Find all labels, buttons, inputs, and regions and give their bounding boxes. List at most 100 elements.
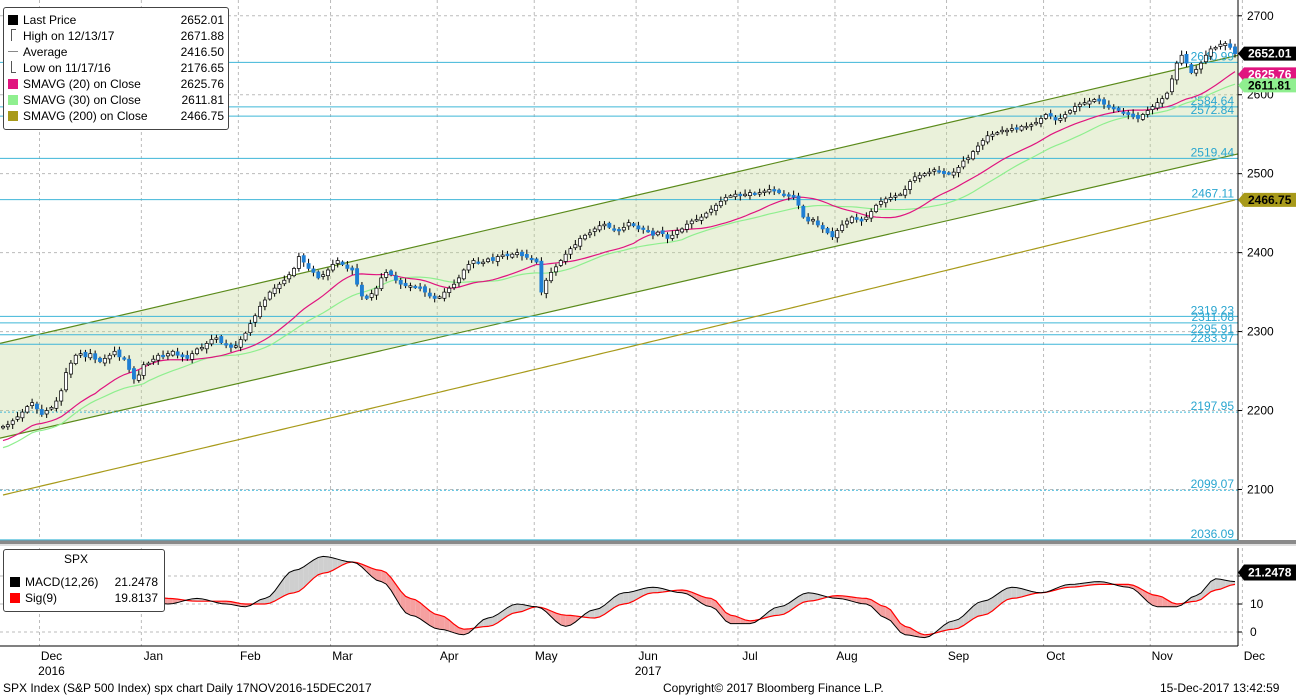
price-value-tag-label: 2466.75 [1248,193,1292,207]
candle-body [908,181,912,190]
macd-histogram-fill [1215,578,1221,590]
price-tick-label: 2100 [1247,482,1274,496]
macd-histogram-fill [303,563,309,588]
legend-label: Last Price [23,13,77,27]
month-label: May [535,649,558,663]
candle-body [985,135,990,143]
square-icon [10,577,20,587]
candle-body [539,260,544,293]
sma20-line [2,71,1236,442]
candle-body [68,362,73,375]
candle-body [466,264,471,271]
candle-body [937,170,942,173]
candle-body [238,339,243,348]
candle-body [655,231,660,236]
legend-value: 2625.76 [180,77,224,91]
month-label: Sep [948,649,970,663]
candle-body [393,275,398,281]
legend-label: Average [23,45,68,59]
candle-body [355,268,360,285]
square-icon [8,111,18,121]
macd-histogram-fill [376,569,382,582]
legend-value: 2611.81 [181,93,225,107]
candle-body [1179,54,1184,64]
candle-body [267,291,272,300]
candle-body [500,254,505,257]
price-value-tag-label: 2652.01 [1248,47,1292,61]
macd-histogram-fill [798,593,804,605]
candle-body [893,195,898,198]
candle-body [743,193,748,197]
macd-histogram-fill [769,608,775,617]
macd-histogram-fill [298,566,304,592]
candle-body [262,299,267,307]
candle-body [1213,47,1218,50]
candle-body [161,354,166,358]
macd-histogram-fill [1167,599,1172,607]
macd-histogram-fill [716,601,721,616]
horizontal-level-label: 2319.23 [1191,303,1235,317]
macd-histogram-fill [808,592,814,602]
legend-value: 19.8137 [114,591,158,605]
candle-body [1165,92,1170,99]
square-icon [8,95,18,105]
macd-histogram-fill [987,597,993,614]
candle-body [1208,48,1213,57]
candle-body [636,225,641,230]
legend-value: 21.2478 [114,575,158,589]
candle-body [141,364,146,376]
macd-histogram-fill [444,616,450,632]
legend-label: Low on 11/17/16 [23,61,111,75]
macd-histogram-fill [429,610,435,629]
candle-body [413,285,418,289]
candle-body [1087,100,1092,105]
price-tick-label: 2300 [1247,325,1274,339]
candle-body [146,362,151,366]
candle-body [898,193,903,197]
candle-body [534,258,539,263]
macd-histogram-fill [725,612,731,624]
macd-histogram-fill [1220,579,1226,590]
candle-body [335,260,340,264]
candle-body [583,234,587,240]
candle-body [767,189,772,193]
candle-body [888,197,893,200]
macd-histogram-fill [458,627,464,635]
candle-body [772,189,777,192]
horizontal-level-label: 2295.91 [1191,322,1235,336]
candle-body [830,231,835,238]
macd-histogram-fill [977,601,983,617]
candle-body [922,173,927,177]
candle-body [73,354,78,364]
candle-body [1053,117,1058,121]
candle-body [854,217,859,220]
legend-value: 2671.88 [180,29,224,43]
signal-line [2,558,1236,636]
macd-histogram-fill [410,598,416,617]
candle-body [253,315,258,323]
candle-body [350,267,355,271]
macd-histogram-fill [424,606,430,626]
candle-body [49,407,54,410]
candle-body [602,223,607,227]
candle-body [384,272,389,278]
month-label: Jul [742,649,757,663]
candle-body [330,264,335,271]
macd-histogram-fill [623,592,629,604]
candle-body [1160,98,1165,104]
macd-histogram-fill [565,615,571,627]
price-value-tag [1238,78,1296,93]
month-label: Feb [240,649,261,663]
candle-body [287,274,292,280]
candle-body [20,411,25,419]
candle-body [59,390,64,402]
candle-body [199,347,204,350]
candle-body [156,354,161,361]
macd-histogram-fill [507,605,513,617]
macd-histogram-fill [764,611,770,618]
macd-histogram-fill [517,604,522,613]
legend-label: SMAVG (200) on Close [23,109,148,123]
candle-body [515,252,520,256]
candle-body [971,151,976,160]
candle-body [975,145,980,152]
